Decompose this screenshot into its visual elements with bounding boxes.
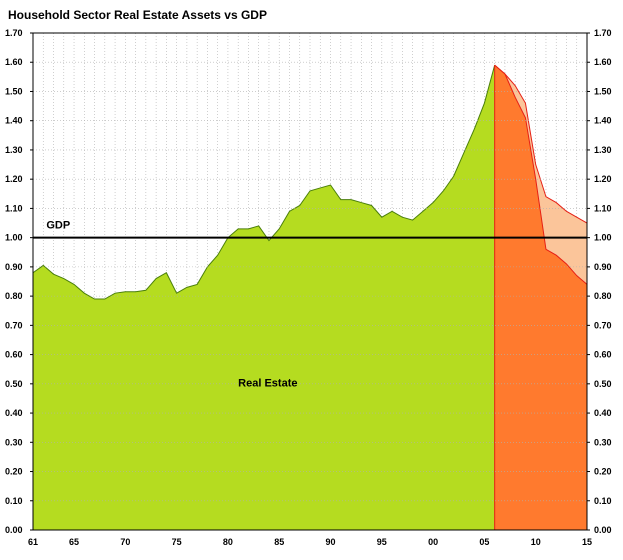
x-tick-label: 70 xyxy=(120,537,130,547)
gdp-label: GDP xyxy=(46,219,70,231)
projection-low-line xyxy=(494,64,588,285)
y-tick-label-right: 1.50 xyxy=(594,86,612,96)
y-tick-label-left: 1.00 xyxy=(5,233,23,243)
y-tick-label-right: 1.20 xyxy=(594,174,612,184)
y-tick-label-right: 0.90 xyxy=(594,262,612,272)
projection-band xyxy=(494,65,587,285)
x-tick-label: 61 xyxy=(28,537,38,547)
x-tick-label: 95 xyxy=(377,537,387,547)
x-tick-label: 05 xyxy=(479,537,489,547)
y-tick-label-left: 0.00 xyxy=(5,525,23,535)
x-tick-label: 10 xyxy=(531,537,541,547)
projection-high-line xyxy=(494,64,588,224)
x-tick-label: 80 xyxy=(223,537,233,547)
y-tick-label-right: 1.10 xyxy=(594,203,612,213)
real-estate-label: Real Estate xyxy=(238,378,297,390)
y-tick-label-left: 1.30 xyxy=(5,145,23,155)
y-tick-label-right: 0.10 xyxy=(594,496,612,506)
x-tick-label: 90 xyxy=(326,537,336,547)
y-tick-label-left: 0.90 xyxy=(5,262,23,272)
y-tick-label-left: 1.20 xyxy=(5,174,23,184)
y-tick-label-left: 0.60 xyxy=(5,350,23,360)
y-tick-label-right: 1.30 xyxy=(594,145,612,155)
y-tick-label-right: 0.40 xyxy=(594,408,612,418)
y-tick-label-right: 0.70 xyxy=(594,320,612,330)
y-tick-label-left: 0.10 xyxy=(5,496,23,506)
y-tick-label-right: 0.20 xyxy=(594,467,612,477)
y-tick-label-left: 1.60 xyxy=(5,57,23,67)
y-tick-label-left: 1.70 xyxy=(5,28,23,38)
plot-frame xyxy=(32,32,588,531)
y-tick-label-right: 1.60 xyxy=(594,57,612,67)
x-tick-label: 65 xyxy=(69,537,79,547)
y-tick-label-left: 0.80 xyxy=(5,291,23,301)
y-tick-label-left: 1.10 xyxy=(5,203,23,213)
y-tick-label-right: 0.00 xyxy=(594,525,612,535)
real-estate-area xyxy=(33,65,495,530)
y-tick-label-right: 1.40 xyxy=(594,116,612,126)
y-tick-label-left: 0.20 xyxy=(5,467,23,477)
y-tick-label-left: 0.50 xyxy=(5,379,23,389)
y-tick-label-left: 1.50 xyxy=(5,86,23,96)
x-tick-label: 85 xyxy=(274,537,284,547)
y-tick-label-right: 0.80 xyxy=(594,291,612,301)
x-tick-label: 15 xyxy=(582,537,592,547)
y-tick-label-left: 1.40 xyxy=(5,116,23,126)
chart-title: Household Sector Real Estate Assets vs G… xyxy=(8,8,267,22)
y-tick-label-left: 0.30 xyxy=(5,437,23,447)
y-tick-label-left: 0.40 xyxy=(5,408,23,418)
x-tick-label: 75 xyxy=(172,537,182,547)
y-tick-label-right: 0.30 xyxy=(594,437,612,447)
y-tick-label-right: 0.60 xyxy=(594,350,612,360)
x-tick-label: 00 xyxy=(428,537,438,547)
real-estate-line xyxy=(32,65,496,300)
projection-area xyxy=(494,65,587,530)
y-tick-label-right: 0.50 xyxy=(594,379,612,389)
y-tick-label-right: 1.70 xyxy=(594,28,612,38)
y-tick-label-right: 1.00 xyxy=(594,233,612,243)
y-tick-label-left: 0.70 xyxy=(5,320,23,330)
